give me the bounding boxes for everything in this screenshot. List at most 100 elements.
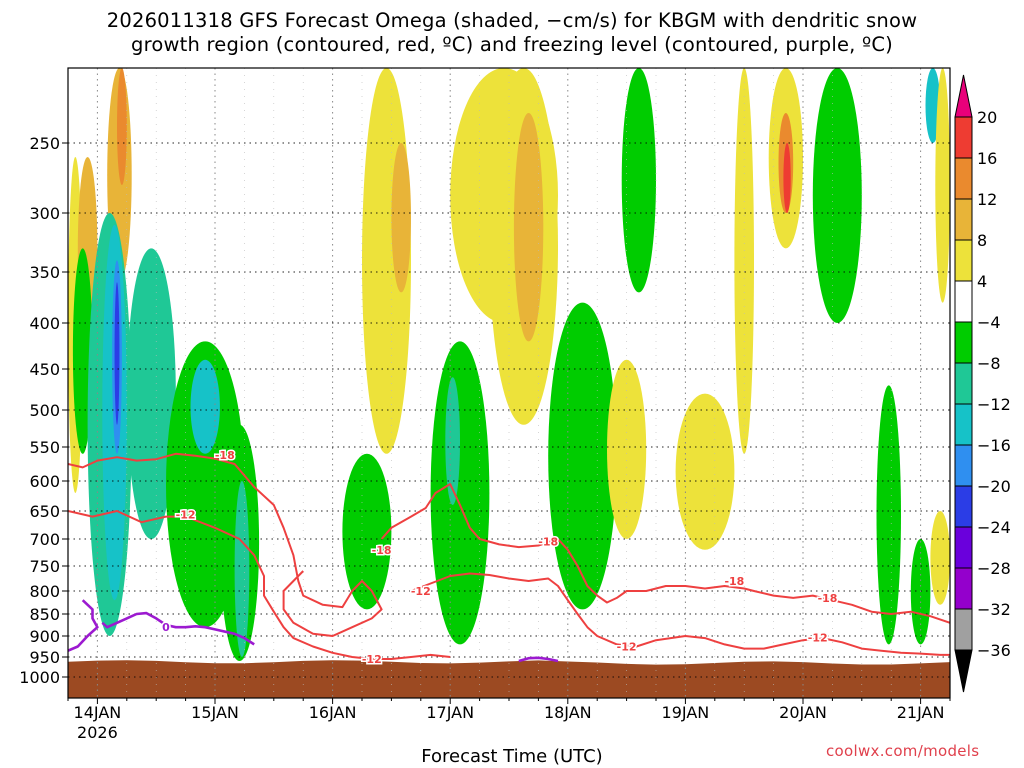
colorbar: −36 −32 −28 −24 −20 −16 −12 −8 −4 4 8 12 16 20 (954, 74, 1011, 693)
omega-shade-cell (935, 68, 950, 303)
colorbar-segment (954, 608, 973, 651)
freezing-level-contour (518, 656, 559, 663)
colorbar-segment (954, 444, 973, 487)
omega-shade-cell (190, 359, 220, 454)
y-tick-label: 800 (29, 582, 60, 601)
colorbar-label: −4 (977, 313, 1001, 332)
contour-label: -12 (362, 653, 382, 666)
gridlines (67, 68, 951, 698)
colorbar-label: −24 (977, 518, 1011, 537)
contour-label: -18 (818, 592, 838, 605)
colorbar-label: 20 (977, 108, 997, 127)
temperature-contours: -18 -12 -18 -12 -12 -18 -12 -18 -18 -12 0 (68, 448, 950, 668)
contour-label: -18 (538, 536, 558, 549)
freezing-level-contour (68, 599, 99, 652)
site-credit[interactable]: coolwx.com/models (826, 742, 980, 760)
omega-shade-cell (607, 359, 647, 539)
y-tick-label: 450 (29, 360, 60, 379)
omega-shade-cell (930, 511, 950, 605)
contour-label: -18 (215, 449, 235, 462)
omega-shade-cell (783, 143, 791, 213)
y-tick-label: 300 (29, 204, 60, 223)
omega-shade-cell (114, 282, 120, 425)
colorbar-segment (954, 567, 973, 610)
omega-shade-cell (812, 68, 862, 323)
omega-shade-cell (445, 377, 460, 505)
omega-shade-cell (391, 143, 412, 293)
x-tick-label: 18JAN (544, 703, 592, 722)
omega-shade-cell (513, 113, 544, 342)
omega-shading (68, 68, 950, 661)
x-tick-label: 21JAN (897, 703, 945, 722)
colorbar-segment (954, 526, 973, 569)
colorbar-label: −28 (977, 559, 1011, 578)
colorbar-segment (954, 362, 973, 405)
omega-shade-cell (734, 68, 754, 454)
omega-shade-cell (117, 68, 127, 185)
y-tick-label: 950 (29, 648, 60, 667)
freezing-level-contour (101, 611, 255, 646)
colorbar-segment (954, 403, 973, 446)
dgz-contour (410, 572, 950, 656)
colorbar-label: −16 (977, 436, 1011, 455)
x-tick-sublabel: 2026 (77, 723, 118, 742)
omega-shade-cell (234, 481, 250, 657)
y-tick-label: 500 (29, 401, 60, 420)
y-tick-label: 850 (29, 605, 60, 624)
dgz-contour (380, 483, 950, 624)
contour-label: -12 (617, 641, 637, 654)
y-tick-label: 250 (29, 134, 60, 153)
colorbar-segment (954, 280, 973, 323)
omega-shade-cell (548, 302, 617, 610)
colorbar-label: −8 (977, 354, 1001, 373)
omega-shade-cell (313, 68, 338, 303)
y-axis: 250 300 350 400 450 500 550 600 650 700 750 800 850 9… (19, 134, 68, 687)
omega-shade-cell (876, 385, 901, 645)
surface-band (68, 660, 950, 698)
y-tick-label: 400 (29, 314, 60, 333)
omega-shade-cell (342, 453, 392, 610)
colorbar-label: 16 (977, 149, 997, 168)
x-tick-label: 16JAN (309, 703, 357, 722)
omega-shade-cell (72, 248, 93, 454)
y-tick-label: 1000 (19, 668, 60, 687)
colorbar-label: −12 (977, 395, 1011, 414)
dgz-contour (68, 452, 383, 637)
y-tick-label: 600 (29, 472, 60, 491)
contour-label: -18 (372, 544, 392, 557)
colorbar-label: −32 (977, 600, 1011, 619)
colorbar-label: 8 (977, 231, 987, 250)
omega-shade-cell (675, 393, 735, 550)
omega-shade-cell (621, 68, 656, 293)
colorbar-segment (954, 198, 973, 241)
y-tick-label: 350 (29, 263, 60, 282)
y-tick-label: 700 (29, 530, 60, 549)
contour-label: 0 (162, 621, 170, 634)
colorbar-label: −36 (977, 641, 1011, 660)
colorbar-label: 12 (977, 190, 997, 209)
colorbar-segment (954, 116, 973, 159)
colorbar-label: −20 (977, 477, 1011, 496)
colorbar-label: 4 (977, 272, 987, 291)
x-tick-label: 19JAN (662, 703, 710, 722)
x-tick-label: 17JAN (426, 703, 474, 722)
chart-title-line-2: growth region (contoured, red, ºC) and f… (131, 33, 893, 56)
contour-label: -12 (808, 631, 828, 644)
chart-title-line-1: 2026011318 GFS Forecast Omega (shaded, −… (106, 9, 918, 32)
surface-terrain (68, 660, 950, 698)
contour-label: -12 (176, 508, 196, 521)
dgz-contour (68, 510, 451, 660)
contour-label: -12 (411, 585, 431, 598)
x-tick-label: 20JAN (779, 703, 827, 722)
y-tick-label: 750 (29, 557, 60, 576)
shading-group (68, 68, 950, 661)
colorbar-under-arrow (954, 649, 973, 693)
contour-label: -18 (724, 575, 744, 588)
omega-shade-cell (430, 341, 490, 645)
colorbar-segment (954, 157, 973, 200)
x-axis-title: Forecast Time (UTC) (421, 746, 603, 767)
y-tick-label: 900 (29, 627, 60, 646)
omega-shade-cell (126, 248, 176, 539)
colorbar-segment (954, 485, 973, 528)
